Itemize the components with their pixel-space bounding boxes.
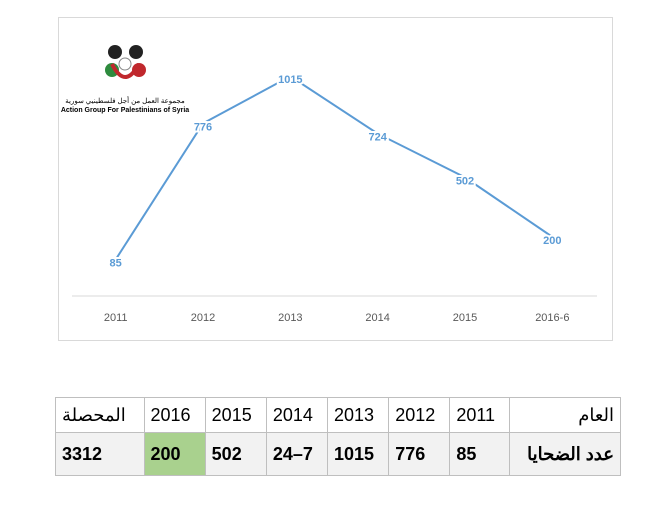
logo [105, 45, 146, 79]
chart: مجموعة العمل من أجل فلسطينيي سورية Actio… [58, 17, 613, 341]
x-tick-label: 2013 [278, 312, 302, 324]
cell-text: 1015 [334, 443, 375, 464]
x-tick-label: 2012 [191, 312, 215, 324]
cell-text: 2013 [334, 404, 375, 425]
cell-text: 2015 [211, 404, 252, 425]
cell-text: 2011 [456, 404, 496, 425]
table-cell: العام [509, 397, 621, 433]
cell-text: العام [578, 404, 614, 425]
data-label: 724 [368, 132, 387, 144]
table-cell: 502 [204, 432, 267, 476]
x-tick-label: 2014 [365, 312, 389, 324]
x-tick-label: 2015 [453, 312, 477, 324]
table-cell: 200 [143, 432, 206, 476]
cell-text: 85 [456, 443, 477, 464]
cell-text: 24–7 [272, 443, 313, 464]
logo-text: مجموعة العمل من أجل فلسطينيي سورية [65, 95, 185, 105]
data-label: 85 [110, 257, 122, 269]
cell-text: 2016 [150, 404, 191, 425]
data-label: 502 [456, 175, 474, 187]
table-cell: 1015 [327, 432, 390, 476]
logo-text: Action Group For Palestinians of Syria [61, 107, 189, 114]
cell-text: 776 [395, 443, 426, 464]
table-cell: 3312 [55, 432, 145, 476]
table-cell: 2016 [143, 397, 206, 433]
table-row: العام 2011 2012 2013 2014 2015 2016 المحصلة [55, 397, 621, 433]
cell-text: 3312 [62, 443, 103, 464]
table-cell: 2015 [204, 397, 267, 433]
x-tick-label: 2011 [104, 312, 128, 324]
x-tick-label: 2016-6 [535, 312, 569, 324]
cell-text: 502 [211, 443, 242, 464]
chart-frame [58, 17, 613, 341]
table-row: عدد الضحايا 85 776 1015 24–7 502 200 3312 [55, 432, 621, 476]
cell-text: 2014 [272, 404, 313, 425]
cell-text: عدد الضحايا [527, 443, 614, 464]
table-cell: عدد الضحايا [509, 432, 621, 476]
table-cell: 2013 [327, 397, 390, 433]
table-cell: 2014 [265, 397, 329, 433]
cell-text: المحصلة [62, 404, 126, 425]
line [114, 75, 553, 261]
table-cell: 776 [388, 432, 451, 476]
cell-text: 2012 [395, 404, 436, 425]
data-label: 200 [543, 235, 561, 247]
table-cell: 2011 [449, 397, 510, 433]
cell-text: 200 [150, 443, 181, 464]
table-cell: 24–7 [265, 432, 329, 476]
table-cell: 2012 [388, 397, 451, 433]
data-label: 776 [194, 121, 212, 133]
data-table: العام 2011 2012 2013 2014 2015 2016 المحصلة عدد … [55, 397, 621, 476]
data-label: 1015 [278, 74, 302, 86]
table-cell: المحصلة [55, 397, 145, 433]
table-cell: 85 [449, 432, 510, 476]
